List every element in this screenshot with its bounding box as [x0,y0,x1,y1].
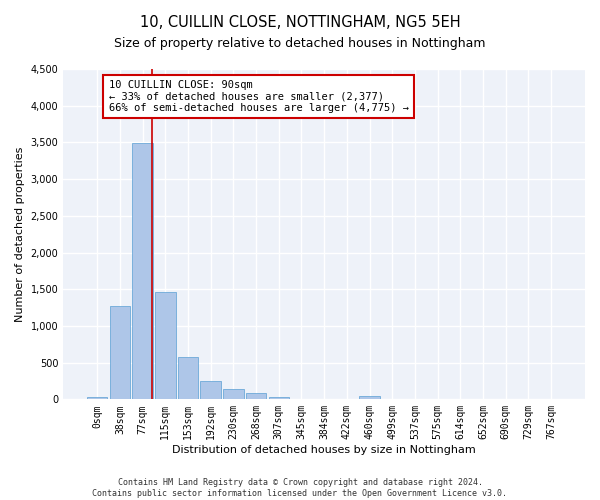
Bar [223,389,244,400]
Bar [200,382,221,400]
Y-axis label: Number of detached properties: Number of detached properties [15,146,25,322]
Bar [133,143,153,400]
Bar [246,392,266,400]
Text: 10, CUILLIN CLOSE, NOTTINGHAM, NG5 5EH: 10, CUILLIN CLOSE, NOTTINGHAM, NG5 5EH [140,15,460,30]
Text: Contains HM Land Registry data © Crown copyright and database right 2024.
Contai: Contains HM Land Registry data © Crown c… [92,478,508,498]
Bar [110,306,130,400]
Text: Size of property relative to detached houses in Nottingham: Size of property relative to detached ho… [114,38,486,51]
Text: 10 CUILLIN CLOSE: 90sqm
← 33% of detached houses are smaller (2,377)
66% of semi: 10 CUILLIN CLOSE: 90sqm ← 33% of detache… [109,80,409,113]
Bar [359,396,380,400]
Bar [291,398,311,400]
Bar [87,398,107,400]
X-axis label: Distribution of detached houses by size in Nottingham: Distribution of detached houses by size … [172,445,476,455]
Bar [269,397,289,400]
Bar [155,292,176,400]
Bar [178,357,198,400]
